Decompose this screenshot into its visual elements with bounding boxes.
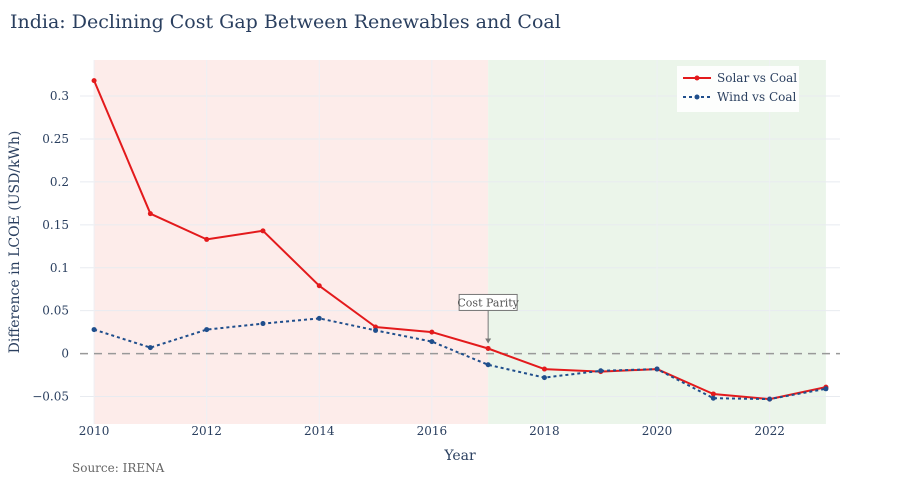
wind-point-2020 [654,366,660,372]
solar-point-2012 [204,236,210,242]
annotation-arrowhead [485,338,492,344]
y-tick-label: 0.3 [50,89,69,103]
chart-title: India: Declining Cost Gap Between Renewa… [10,11,561,33]
y-tick-label: 0.1 [50,261,69,275]
wind-point-2011 [147,345,153,351]
legend-wind-label: Wind vs Coal [717,90,796,104]
wind-point-2021 [710,395,716,401]
wind-vs-coal-line [93,317,827,401]
y-axis-ticks: −0.05 0 0.05 0.1 0.15 0.2 0.25 0.3 [32,89,69,403]
x-tick-label: 2022 [754,424,785,438]
solar-point-2021 [710,391,716,397]
y-axis-title: Difference in LCOE (USD/kWh) [7,131,23,354]
wind-point-2016 [429,339,435,345]
wind-point-2018 [541,375,547,381]
x-tick-label: 2014 [304,424,335,438]
wind-point-2023 [823,386,829,392]
legend-box [677,66,799,112]
y-tick-label: 0.05 [42,304,69,318]
solar-point-2015 [373,324,379,330]
pre-parity-region [94,60,489,424]
solar-point-2013 [260,228,266,234]
x-tick-label: 2012 [191,424,222,438]
x-tick-label: 2016 [417,424,448,438]
solar-point-2010 [91,78,97,84]
solar-point-2011 [147,211,153,217]
legend-solar-label: Solar vs Coal [717,71,797,85]
wind-point-2010 [91,327,97,333]
annotation-label: Cost Parity [457,296,519,309]
solar-vs-coal-line [93,80,827,401]
data-series [91,78,829,402]
x-axis-title: Year [443,448,476,464]
solar-point-2017 [485,345,491,351]
y-tick-label: 0.15 [42,218,69,232]
wind-point-2012 [204,327,210,333]
y-tick-label: 0.25 [42,132,69,146]
source-note: Source: IRENA [72,461,165,475]
wind-point-2013 [260,321,266,327]
solar-point-2016 [429,329,435,335]
x-tick-label: 2018 [529,424,560,438]
y-tick-label: −0.05 [32,390,69,404]
solar-point-2018 [541,366,547,372]
y-tick-label: 0 [61,347,69,361]
annotation-group: Cost Parity [457,293,520,344]
legend-solar-marker [694,75,700,81]
x-axis-ticks: 2010 2012 2014 2016 2018 2020 2022 [79,424,785,438]
wind-point-2017 [485,362,491,368]
legend-wind-marker [694,94,700,100]
solar-point-2014 [316,283,322,289]
x-tick-label: 2010 [79,424,110,438]
wind-point-2019 [598,368,604,374]
legend: Solar vs Coal Wind vs Coal [677,66,799,112]
x-tick-label: 2020 [642,424,673,438]
wind-point-2015 [373,327,379,333]
shaded-regions [94,60,826,424]
wind-point-2022 [767,396,773,402]
wind-point-2014 [316,315,322,321]
y-tick-label: 0.2 [50,175,69,189]
